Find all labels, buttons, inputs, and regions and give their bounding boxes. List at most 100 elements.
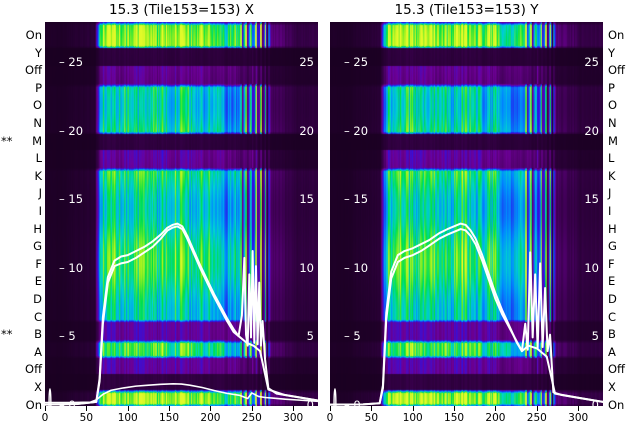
heatmap-canvas	[330, 22, 603, 406]
channel-label-k-8: K	[608, 168, 616, 183]
x-tick-label: 200	[200, 412, 221, 424]
x-tick-label: 300	[568, 412, 589, 424]
x-tick-label: 300	[283, 412, 304, 424]
x-tick-label: 0	[326, 412, 334, 424]
x-tick-mark	[251, 406, 253, 411]
channel-label-h-11: H	[33, 221, 42, 236]
channel-label-a-18: A	[608, 344, 616, 359]
channel-label-off-2: Off	[608, 63, 625, 78]
y-tick-label: 25	[299, 55, 314, 70]
channel-label-off-2: Off	[25, 63, 42, 78]
channel-label-p-3: P	[35, 80, 42, 95]
channel-label-l-7: L	[35, 151, 42, 166]
x-tick-mark	[536, 406, 538, 411]
y-tick-label: 25	[584, 55, 599, 70]
panel-x-heatmap	[45, 22, 318, 406]
x-tick-label: 100	[117, 412, 138, 424]
channel-label-g-12: G	[608, 239, 617, 254]
channel-label-on-0: On	[25, 28, 42, 42]
origin-marker	[334, 389, 336, 406]
y-tick-label: 5	[306, 329, 314, 344]
y-tick-label: – 5	[59, 329, 76, 344]
channel-label-h-11: H	[608, 221, 617, 236]
x-tick-mark	[371, 406, 373, 411]
y-tick-label: – 0	[344, 398, 361, 412]
x-tick-mark	[495, 406, 497, 411]
x-tick-label: 200	[485, 412, 506, 424]
y-tick-label: – 20	[59, 123, 84, 138]
channel-label-l-7: L	[608, 151, 615, 166]
channel-label-g-12: G	[33, 239, 42, 254]
y-tick-label: 20	[299, 123, 314, 138]
panel-x-plot[interactable]	[45, 22, 318, 406]
x-tick-label: 250	[526, 412, 547, 424]
x-tick-label-row: 0 50 100 150 200 250 300	[326, 412, 603, 430]
channel-label-i-10: I	[608, 204, 612, 218]
y-tick-label: 10	[584, 260, 599, 275]
channel-label-f-13: F	[608, 256, 615, 271]
curve-main-profile	[45, 224, 318, 405]
y-tick-label: 15	[584, 192, 599, 207]
y-tick-label: 5	[591, 329, 599, 344]
heatmap-canvas	[45, 22, 318, 406]
y-tick-label: – 20	[344, 123, 369, 138]
channel-star-marker-m: **	[1, 133, 13, 148]
y-tick-label: – 25	[59, 55, 84, 70]
channel-label-n-5: N	[608, 116, 617, 130]
x-tick-label: 150	[444, 412, 465, 424]
panel-x-curves	[45, 22, 318, 406]
channel-label-c-16: C	[33, 309, 42, 324]
y-tick-label: – 15	[59, 192, 84, 207]
x-tick-label: 50	[79, 412, 94, 424]
x-tick-mark	[578, 406, 580, 411]
x-tick-label: 50	[364, 412, 379, 424]
channel-label-j-9: J	[38, 186, 42, 201]
x-tick-mark	[127, 406, 129, 411]
channel-label-d-15: D	[608, 292, 617, 306]
x-tick-mark	[454, 406, 456, 411]
y-tick-label: 15	[299, 192, 314, 207]
panel-x-title: 15.3 (Tile153=153) X	[109, 2, 254, 18]
channel-label-on-21: On	[608, 397, 625, 412]
channel-label-p-3: P	[608, 80, 615, 95]
channel-label-j-9: J	[608, 186, 612, 201]
channel-label-a-18: A	[34, 344, 42, 359]
curve-main-profile	[330, 224, 603, 405]
panel-y-curves	[330, 22, 603, 406]
channel-label-e-14: E	[34, 274, 42, 289]
channel-label-n-5: N	[33, 116, 42, 130]
channel-label-d-15: D	[33, 292, 42, 306]
channel-label-i-10: I	[38, 204, 42, 218]
channel-label-off-19: Off	[608, 362, 625, 377]
panel-y-plot[interactable]	[330, 22, 603, 406]
y-tick-label: – 25	[344, 55, 369, 70]
channel-label-b-17: B	[608, 327, 616, 342]
y-tick-label: 0	[591, 398, 599, 412]
panel-y-title: 15.3 (Tile153=153) Y	[394, 2, 539, 18]
y-tick-label: 0	[306, 398, 314, 412]
x-tick-mark	[330, 406, 331, 411]
x-tick-label: 0	[41, 412, 49, 424]
channel-label-m-6: M	[608, 133, 618, 148]
channel-label-f-13: F	[35, 256, 42, 271]
y-tick-label: 10	[299, 260, 314, 275]
channel-label-o-4: O	[608, 98, 618, 113]
x-tick-mark	[169, 406, 171, 411]
panel-y-heatmap	[330, 22, 603, 406]
y-tick-label: 20	[584, 123, 599, 138]
channel-label-x-20: X	[34, 380, 42, 394]
y-tick-label: – 0	[59, 398, 76, 412]
channel-label-b-17: B	[34, 327, 42, 342]
y-tick-label: – 5	[344, 329, 361, 344]
x-tick-mark	[293, 406, 295, 411]
channel-label-e-14: E	[608, 274, 616, 289]
channel-label-y-1: Y	[34, 45, 42, 60]
curve-main-profile-replicate	[45, 226, 318, 404]
x-tick-label: 100	[402, 412, 423, 424]
channel-label-on-0: On	[608, 28, 625, 42]
channel-label-c-16: C	[608, 309, 617, 324]
x-tick-mark	[45, 406, 46, 411]
x-tick-label: 250	[241, 412, 262, 424]
origin-marker	[49, 389, 51, 406]
curve-main-profile-replicate	[330, 229, 603, 405]
